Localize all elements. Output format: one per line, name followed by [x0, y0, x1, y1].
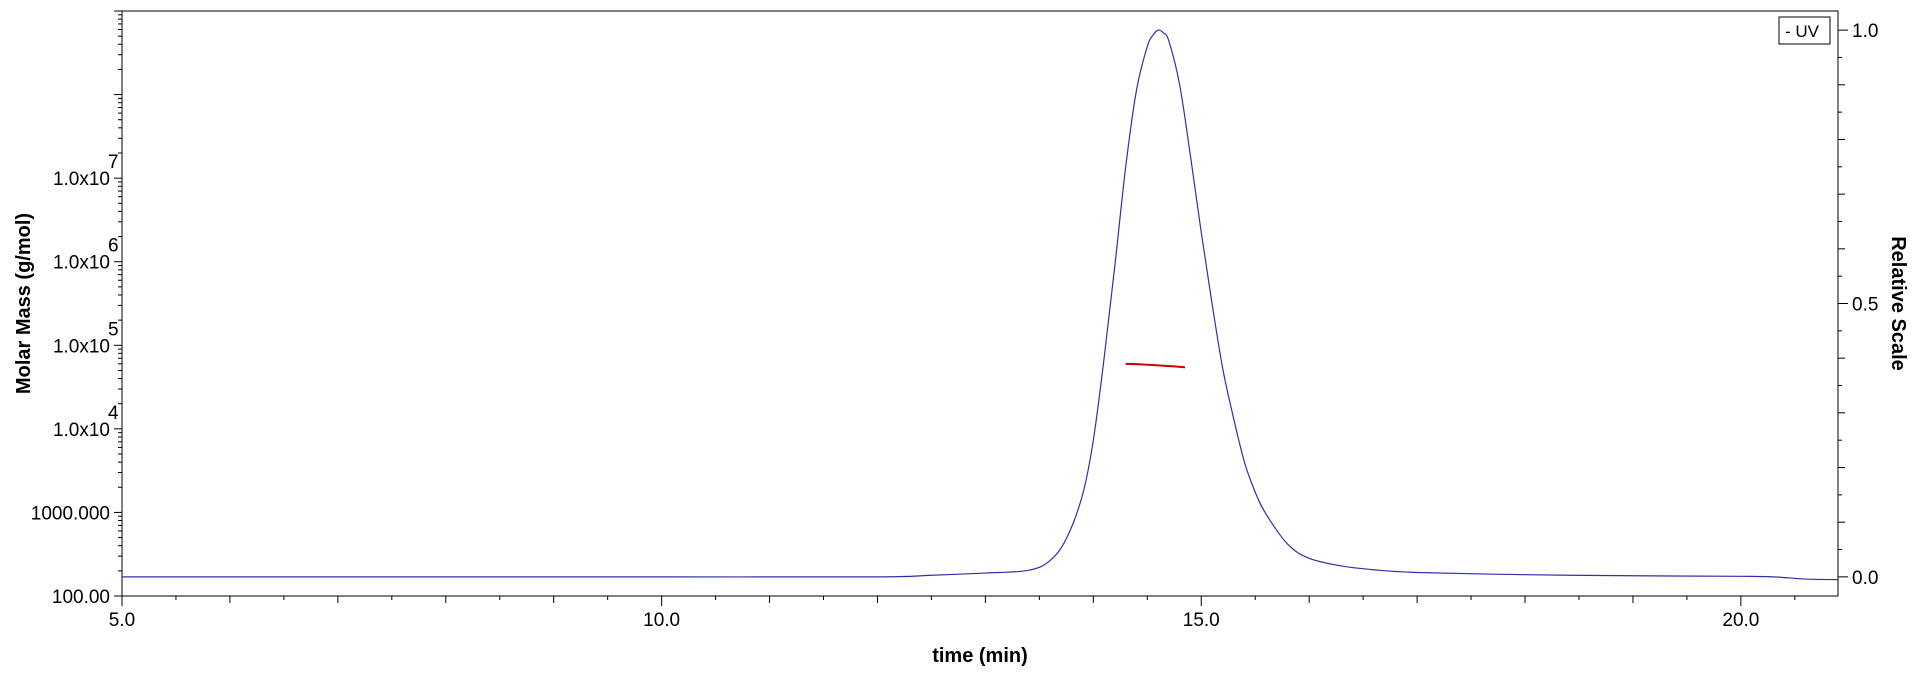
left-tick-exponent: 4 — [108, 403, 119, 424]
left-tick-label: 1.0x10 — [53, 336, 110, 357]
legend: - UV — [1778, 16, 1831, 45]
right-axis-title: Relative Scale — [1887, 236, 1909, 371]
left-tick-label: 100.00 — [52, 587, 110, 608]
left-tick-label: 1.0x10 — [53, 253, 110, 274]
series-uv-line — [122, 29, 1839, 581]
x-tick-label: 5.0 — [109, 610, 135, 631]
left-tick-label: 1000.000 — [31, 503, 110, 524]
left-tick-exponent: 7 — [108, 152, 119, 173]
molar-mass-series-line — [1125, 362, 1186, 369]
series-layer — [122, 29, 1839, 581]
left-tick-exponent: 5 — [108, 319, 119, 340]
x-axis-title: time (min) — [932, 645, 1028, 667]
right-tick-label: 1.0 — [1852, 21, 1878, 42]
left-tick-exponent: 6 — [108, 236, 119, 257]
right-axis-ticks: 0.0 0.5 1.0 — [1838, 21, 1878, 589]
x-axis-ticks: 5.0 10.0 15.0 20.0 — [109, 596, 1796, 631]
left-tick-label: 1.0x10 — [53, 169, 110, 190]
legend-box — [1778, 16, 1831, 45]
left-axis-title: Molar Mass (g/mol) — [13, 213, 35, 394]
left-axis-ticks: 100.001000.0001.0x1041.0x1051.0x1061.0x1… — [31, 10, 122, 608]
legend-entry-uv: - UV — [1785, 22, 1820, 41]
left-tick-label: 1.0x10 — [53, 420, 110, 441]
x-tick-label: 10.0 — [643, 610, 680, 631]
x-tick-label: 15.0 — [1183, 610, 1220, 631]
right-tick-label: 0.0 — [1852, 568, 1878, 589]
x-tick-label: 20.0 — [1722, 610, 1759, 631]
right-tick-label: 0.5 — [1852, 295, 1878, 316]
